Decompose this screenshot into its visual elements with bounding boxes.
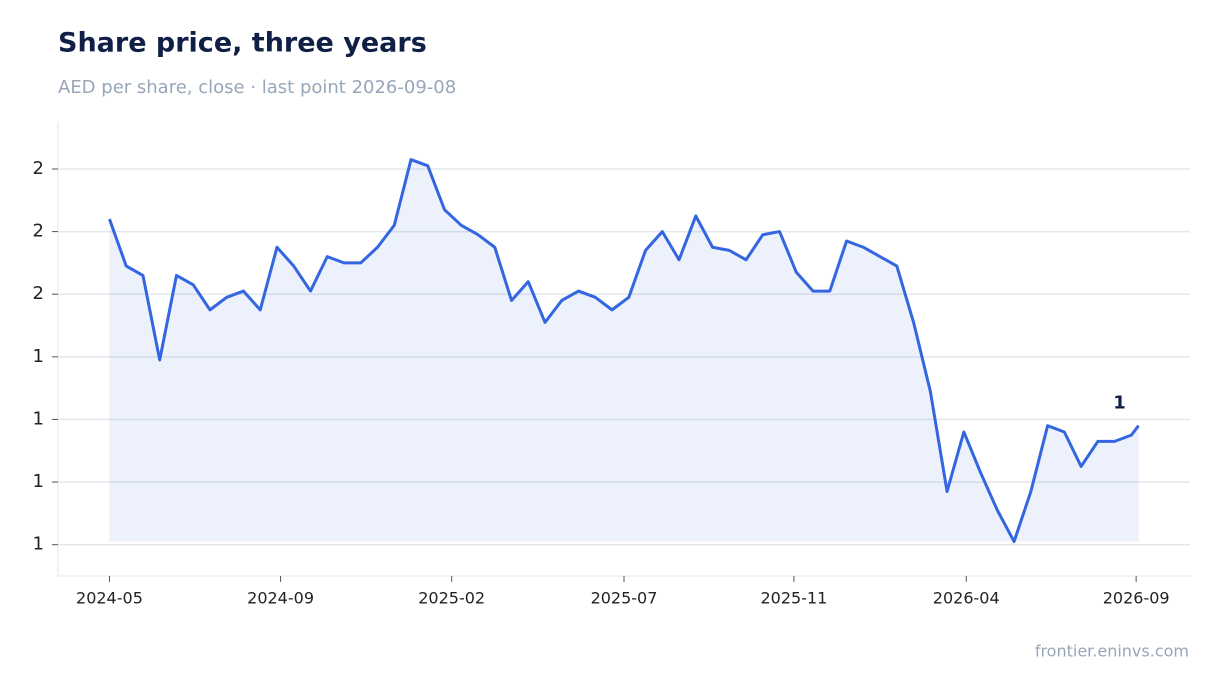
x-tick-label: 2025-02 [418, 589, 485, 608]
source: frontier.eninvs.com [1035, 642, 1189, 661]
y-tick-label: 1 [33, 408, 44, 429]
x-tick-label: 2025-11 [760, 589, 827, 608]
y-tick-label: 2 [33, 283, 44, 304]
y-tick-label: 1 [33, 534, 44, 555]
x-tick-label: 2026-04 [933, 589, 1000, 608]
x-tick-label: 2025-07 [591, 589, 658, 608]
x-tick-label: 2026-09 [1103, 589, 1170, 608]
y-tick-label: 2 [33, 158, 44, 179]
x-tick-label: 2024-05 [76, 589, 143, 608]
line [108, 158, 1140, 544]
chart-subtitle: AED per share, close · last point 2026-0… [58, 77, 456, 98]
y-tick-label: 1 [33, 471, 44, 492]
x-tick-label: 2024-09 [247, 589, 314, 608]
chart-title: Share price, three years [58, 28, 427, 59]
y-tick-label: 2 [33, 221, 44, 242]
y-tick-label: 1 [33, 346, 44, 367]
area [109, 159, 1139, 542]
value-label: 1 [1113, 393, 1126, 414]
